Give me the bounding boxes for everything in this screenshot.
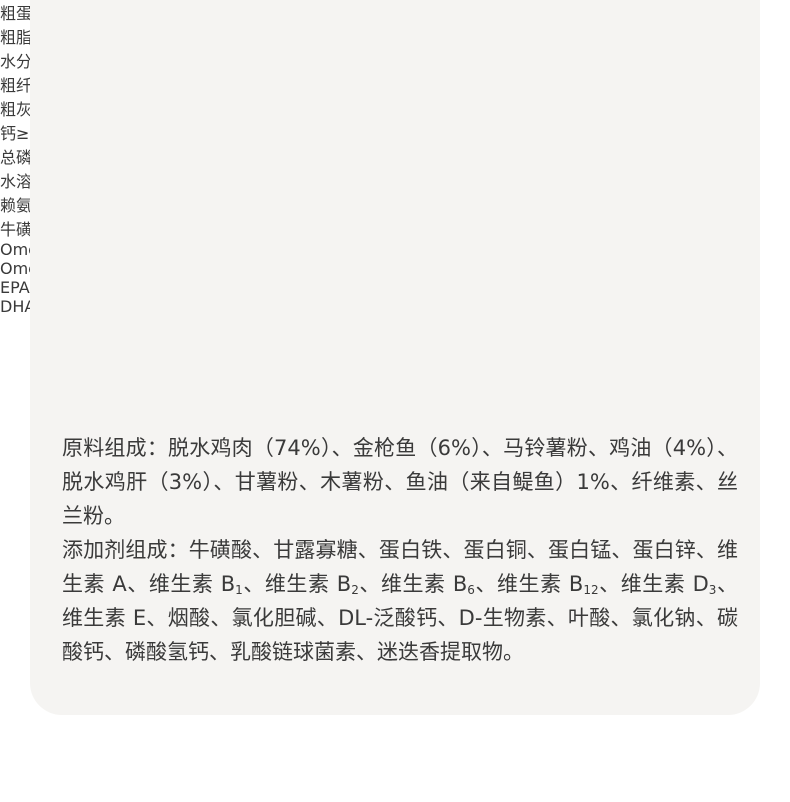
composition: 原料组成：脱水鸡肉（74%）、金枪鱼（6%）、马铃薯粉、鸡油（4%）、脱水鸡肝（… [62,431,738,669]
subscript: 2 [351,583,359,597]
subscript: 3 [708,583,717,597]
additives: 添加剂组成：牛磺酸、甘露寡糖、蛋白铁、蛋白铜、蛋白锰、蛋白锌、维生素 A、维生素… [62,533,738,669]
subscript: 1 [235,583,243,597]
text-run: 添加剂组成：牛磺酸、甘露寡糖、蛋白铁、蛋白铜、蛋白锰、蛋白锌、维生素 A、维生素… [62,538,738,596]
text-run: 、维生素 E、烟酸、氯化胆碱、DL-泛酸钙、D-生物素、叶酸、氯化钠、碳酸钙、磷… [62,572,738,664]
nutrient-name: 总磷 [0,148,33,167]
nutrient-name: DHA [0,297,36,316]
text-run: 、维生素 D [598,572,709,596]
subscript: 6 [467,583,475,597]
panel [30,0,760,715]
nutrient-name: 钙 [0,124,17,143]
nutrient-name: 水分 [0,52,33,71]
text-run: 、维生素 B [474,572,584,596]
nutrient-name: EPA [0,278,30,297]
text-run: 、维生素 B [242,572,352,596]
ingredients: 原料组成：脱水鸡肉（74%）、金枪鱼（6%）、马铃薯粉、鸡油（4%）、脱水鸡肝（… [62,436,738,528]
subscript: 12 [583,583,599,597]
text-run: 、维生素 B [358,572,468,596]
